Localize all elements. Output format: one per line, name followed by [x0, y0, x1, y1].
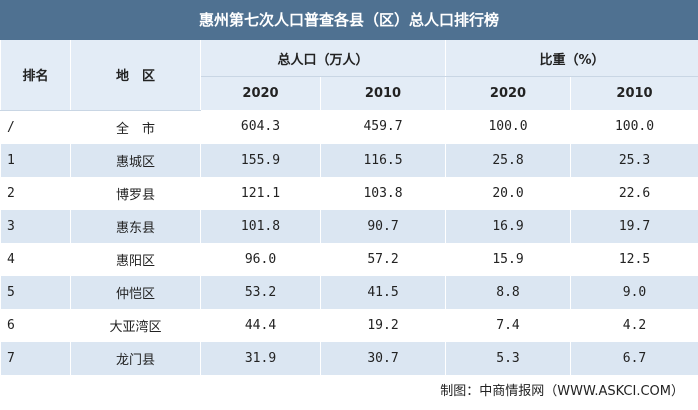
footer: 制图：中商情报网（WWW.ASKCI.COM）: [440, 383, 684, 399]
table-cell: 6: [0, 308, 71, 342]
table-cell: 22.6: [570, 176, 698, 210]
header-cell: 2010: [570, 76, 698, 110]
table-cell: 25.8: [445, 143, 572, 177]
title: 惠州第七次人口普查各县（区）总人口排行榜: [0, 0, 698, 40]
table-cell: 604.3: [200, 110, 321, 144]
table-cell: 4: [0, 242, 71, 276]
table: 排名 地 区 总人口（万人） 比重（%） 2020 2010 2020 2010 /全…: [0, 40, 698, 375]
table-cell: 459.7: [319, 110, 447, 144]
table-cell: 大亚湾区: [70, 308, 201, 342]
table-cell: 57.2: [319, 242, 447, 276]
header-cell: 总人口（万人）: [199, 40, 447, 77]
table-cell: 5: [0, 275, 71, 309]
table-cell: 96.0: [200, 242, 321, 276]
table-cell: 155.9: [200, 143, 321, 177]
table-cell: 100.0: [570, 110, 698, 144]
table-row: 6 大亚湾区 44.4 19.2 7.4 4.2: [0, 308, 698, 342]
table-row: 2 博罗县 121.1 103.8 20.0 22.6: [0, 176, 698, 210]
table-cell: 53.2: [200, 275, 321, 309]
table-cell: 4.2: [570, 308, 698, 342]
table-cell: 116.5: [319, 143, 447, 177]
table-row: 7 龙门县 31.9 30.7 5.3 6.7: [0, 341, 698, 375]
table-cell: 19.7: [570, 209, 698, 243]
table-cell: 9.0: [570, 275, 698, 309]
table-cell: 龙门县: [70, 341, 201, 375]
header-row: 排名 地 区 总人口（万人） 比重（%）: [0, 40, 698, 111]
table-cell: 44.4: [200, 308, 321, 342]
table-cell: 仲恺区: [70, 275, 201, 309]
table-cell: 惠城区: [70, 143, 201, 177]
table-cell: 7.4: [445, 308, 572, 342]
table-cell: 博罗县: [70, 176, 201, 210]
table-cell: 19.2: [319, 308, 447, 342]
table-cell: 5.3: [445, 341, 572, 375]
table-cell: 103.8: [319, 176, 447, 210]
header-cell: 2020: [200, 76, 321, 110]
table-cell: 7: [0, 341, 71, 375]
table-cell: 惠阳区: [70, 242, 201, 276]
header-cell: 排名: [0, 40, 71, 111]
table-cell: 8.8: [445, 275, 572, 309]
table-cell: 41.5: [319, 275, 447, 309]
header-cell: 2020: [445, 76, 572, 110]
table-cell: 12.5: [570, 242, 698, 276]
header-cell: 地 区: [70, 40, 201, 111]
table-cell: 6.7: [570, 341, 698, 375]
table-cell: 1: [0, 143, 71, 177]
table-cell: 16.9: [445, 209, 572, 243]
table-cell: 121.1: [200, 176, 321, 210]
table-cell: 25.3: [570, 143, 698, 177]
table-cell: 20.0: [445, 176, 572, 210]
header-row: 2020 2010 2020 2010: [1, 76, 698, 110]
table-cell: 惠东县: [70, 209, 201, 243]
table-row: 3 惠东县 101.8 90.7 16.9 19.7: [0, 209, 698, 243]
table-row: 4 惠阳区 96.0 57.2 15.9 12.5: [0, 242, 698, 276]
table-cell: 90.7: [319, 209, 447, 243]
table-row: 1 惠城区 155.9 116.5 25.8 25.3: [0, 143, 698, 177]
table-row: 5 仲恺区 53.2 41.5 8.8 9.0: [0, 275, 698, 309]
table-cell: 30.7: [319, 341, 447, 375]
table-cell: 101.8: [200, 209, 321, 243]
table-cell: 全 市: [70, 110, 201, 144]
table-cell: 15.9: [445, 242, 572, 276]
table-body: / 全 市 604.3 459.7 100.0 100.0 1 惠城区 155.9 116.5 25…: [0, 110, 698, 375]
header-cell: 2010: [319, 76, 447, 110]
table-cell: /: [0, 110, 71, 144]
table-cell: 3: [0, 209, 71, 243]
table-cell: 100.0: [445, 110, 572, 144]
table-cell: 31.9: [200, 341, 321, 375]
header-cell: 比重（%）: [445, 40, 698, 77]
table-row: / 全 市 604.3 459.7 100.0 100.0: [0, 110, 698, 144]
table-cell: 2: [0, 176, 71, 210]
